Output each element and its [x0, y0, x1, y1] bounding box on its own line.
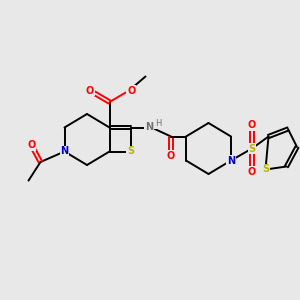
- Text: S: S: [248, 143, 256, 154]
- Text: O: O: [248, 167, 256, 177]
- Text: O: O: [127, 85, 136, 96]
- Text: O: O: [167, 151, 175, 161]
- Text: H: H: [155, 119, 161, 128]
- Text: O: O: [248, 120, 256, 130]
- Text: N: N: [145, 122, 153, 133]
- Text: S: S: [262, 164, 269, 175]
- Text: O: O: [86, 85, 94, 96]
- Text: O: O: [27, 140, 36, 151]
- Text: N: N: [227, 155, 235, 166]
- Text: S: S: [127, 146, 134, 157]
- Text: N: N: [60, 146, 69, 157]
